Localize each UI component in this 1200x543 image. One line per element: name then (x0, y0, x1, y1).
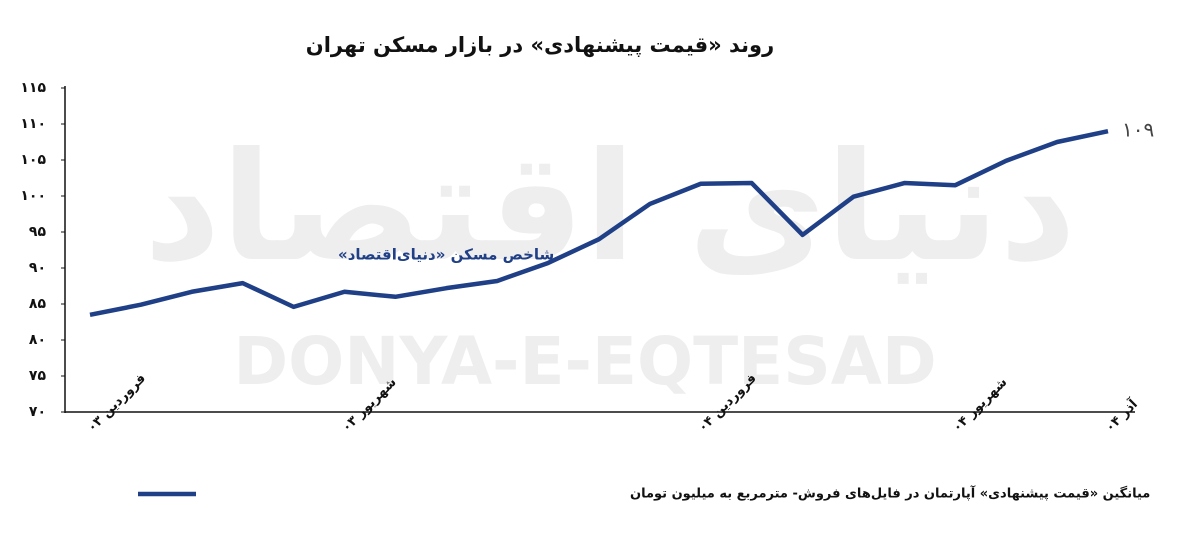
chart-title: روند «قیمت پیشنهادی» در بازار مسکن تهران (306, 33, 774, 57)
y-tick-label: ۱۰۵ (20, 152, 46, 168)
y-tick-label: ۸۵ (29, 296, 47, 312)
y-tick-label: ۱۱۰ (20, 116, 46, 132)
y-tick-label: ۷۰ (29, 404, 46, 420)
y-tick-label: ۱۱۵ (20, 80, 46, 96)
y-tick-label: ۷۵ (29, 368, 47, 384)
x-tick-label: آذر ۰۴ (1101, 395, 1141, 435)
y-tick-label: ۸۰ (29, 332, 46, 348)
watermark: DONYA-E-EQTESAD (233, 323, 936, 400)
data-label: ۱۰۹ (1122, 118, 1154, 142)
y-tick-label: ۹۰ (29, 260, 46, 276)
watermark: دنیای اقتصاد (144, 121, 1077, 295)
y-tick-label: ۹۵ (29, 224, 47, 240)
y-tick-label: ۱۰۰ (20, 188, 46, 204)
annotation: شاخص مسکن «دنیای‌اقتصاد» (338, 246, 554, 264)
data-line (89, 128, 1109, 318)
x-tick-label: فروردین ۰۳ (85, 371, 149, 435)
x-tick-label: شهریور ۰۴ (950, 375, 1010, 435)
legend-label: میانگین «قیمت پیشنهادی» آپارتمان در فایل… (630, 485, 1150, 502)
